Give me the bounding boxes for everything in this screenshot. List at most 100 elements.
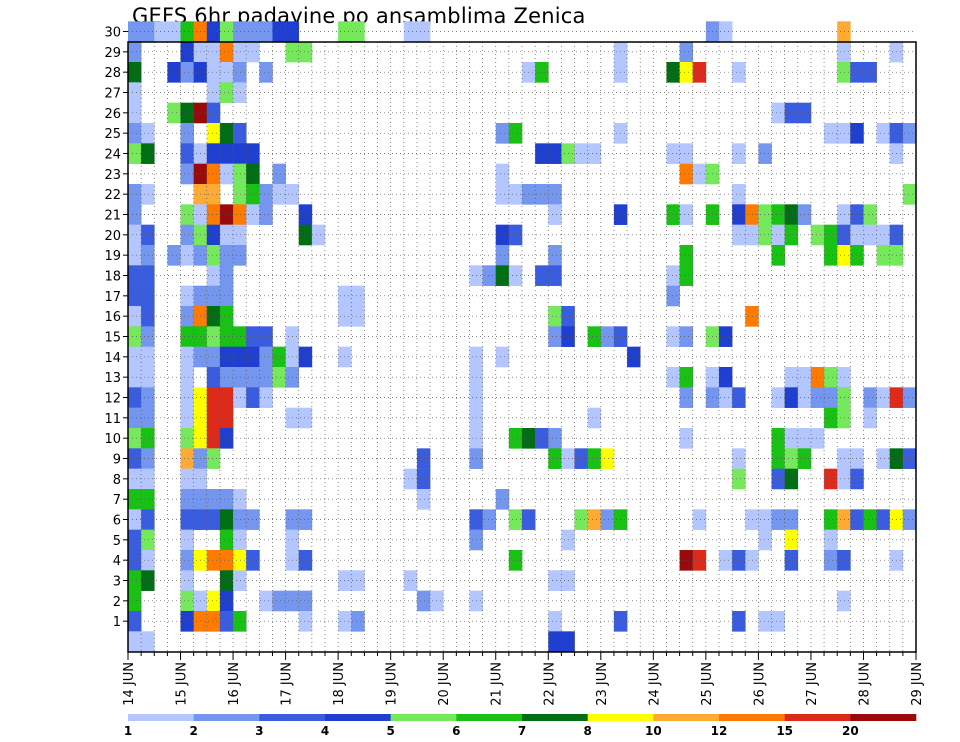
heatmap-cell bbox=[219, 407, 234, 429]
heatmap-cell bbox=[548, 611, 562, 632]
heatmap-cell bbox=[771, 468, 785, 490]
heatmap-cell bbox=[167, 21, 181, 42]
heatmap-cell bbox=[508, 550, 523, 571]
heatmap-cell bbox=[403, 468, 418, 490]
heatmap-cell bbox=[128, 428, 142, 449]
heatmap-cell bbox=[771, 428, 785, 449]
heatmap-cell bbox=[233, 245, 247, 266]
heatmap-cell bbox=[180, 41, 194, 63]
heatmap-cell bbox=[128, 550, 142, 571]
heatmap-cell bbox=[180, 489, 194, 510]
heatmap-cell bbox=[128, 489, 142, 510]
heatmap-cell bbox=[128, 448, 142, 469]
heatmap-cell bbox=[128, 245, 142, 266]
heatmap-cell bbox=[180, 326, 194, 347]
heatmap-cell bbox=[495, 224, 510, 246]
heatmap-cell bbox=[351, 285, 365, 307]
heatmap-cell bbox=[508, 184, 523, 205]
heatmap-cell bbox=[180, 550, 194, 571]
y-tick-label: 9 bbox=[113, 453, 121, 468]
heatmap-cell bbox=[206, 62, 221, 83]
heatmap-cell bbox=[850, 468, 864, 490]
heatmap-cell bbox=[233, 184, 247, 205]
x-tick-label: 19 JUN bbox=[385, 662, 400, 706]
heatmap-cell bbox=[495, 123, 510, 144]
heatmap-cell bbox=[206, 82, 221, 103]
heatmap-cell bbox=[141, 550, 155, 571]
heatmap-cell bbox=[206, 611, 221, 632]
heatmap-cell bbox=[771, 611, 785, 632]
y-tick-label: 15 bbox=[104, 331, 121, 346]
heatmap-cell bbox=[495, 489, 510, 510]
heatmap-cell bbox=[167, 245, 181, 266]
heatmap-cell bbox=[259, 346, 273, 368]
heatmap-cell bbox=[719, 550, 733, 571]
heatmap-cell bbox=[719, 326, 733, 347]
y-tick-label: 11 bbox=[104, 412, 121, 427]
x-tick-label: 29 JUN bbox=[910, 662, 925, 706]
heatmap-cell bbox=[206, 590, 221, 612]
heatmap-cell bbox=[206, 265, 221, 286]
heatmap-cell bbox=[666, 143, 680, 164]
heatmap-cell bbox=[128, 326, 142, 347]
heatmap-cell bbox=[206, 387, 221, 408]
heatmap-cell bbox=[732, 62, 746, 83]
heatmap-cell bbox=[679, 41, 694, 63]
heatmap-cell bbox=[128, 468, 142, 490]
heatmap-cell bbox=[732, 448, 746, 469]
heatmap-cell bbox=[548, 570, 562, 591]
heatmap-cell bbox=[128, 102, 142, 124]
heatmap-cell bbox=[850, 62, 864, 83]
heatmap-cell bbox=[495, 346, 510, 368]
heatmap-cell bbox=[128, 123, 142, 144]
heatmap-cell bbox=[206, 306, 221, 327]
heatmap-cells bbox=[128, 21, 917, 652]
colorbar-label: 15 bbox=[776, 724, 793, 738]
heatmap-cell bbox=[219, 529, 234, 551]
y-tick-label: 19 bbox=[104, 249, 121, 264]
heatmap-cell bbox=[128, 41, 142, 63]
heatmap-cell bbox=[219, 570, 234, 591]
colorbar-label: 6 bbox=[452, 724, 460, 738]
x-tick-label: 16 JUN bbox=[227, 662, 242, 706]
y-tick-label: 3 bbox=[113, 575, 121, 590]
heatmap-cell bbox=[876, 123, 891, 144]
heatmap-cell bbox=[732, 387, 746, 408]
colorbar-swatch bbox=[587, 714, 654, 721]
heatmap-cell bbox=[219, 21, 234, 42]
heatmap-cell bbox=[850, 245, 864, 266]
heatmap-cell bbox=[206, 448, 221, 469]
heatmap-cell bbox=[824, 550, 838, 571]
colorbar-swatch bbox=[653, 714, 720, 721]
heatmap-cell bbox=[233, 550, 247, 571]
heatmap-cell bbox=[745, 550, 759, 571]
heatmap-cell bbox=[837, 21, 851, 42]
heatmap-cell bbox=[298, 204, 313, 225]
heatmap-cell bbox=[180, 62, 194, 83]
heatmap-cell bbox=[837, 509, 851, 530]
heatmap-cell bbox=[128, 21, 142, 42]
heatmap-cell bbox=[745, 224, 759, 246]
heatmap-cell bbox=[351, 611, 365, 632]
heatmap-cell bbox=[206, 123, 221, 144]
heatmap-cell bbox=[587, 407, 602, 429]
heatmap-cell bbox=[219, 82, 234, 103]
heatmap-cell bbox=[771, 102, 785, 124]
heatmap-cell bbox=[128, 590, 142, 612]
colorbar-swatch bbox=[456, 714, 523, 721]
heatmap-cell bbox=[850, 123, 864, 144]
heatmap-cell bbox=[206, 346, 221, 368]
heatmap-cell bbox=[416, 590, 431, 612]
x-tick-label: 17 JUN bbox=[280, 662, 295, 706]
heatmap-cell bbox=[141, 143, 155, 164]
x-tick-label: 26 JUN bbox=[752, 662, 767, 706]
heatmap-cell bbox=[180, 21, 194, 42]
heatmap-cell bbox=[206, 245, 221, 266]
heatmap-cell bbox=[574, 509, 588, 530]
heatmap-cell bbox=[180, 448, 194, 469]
heatmap-cell bbox=[298, 224, 313, 246]
heatmap-cell bbox=[824, 509, 838, 530]
heatmap-cell bbox=[837, 224, 851, 246]
heatmap-cell bbox=[233, 204, 247, 225]
